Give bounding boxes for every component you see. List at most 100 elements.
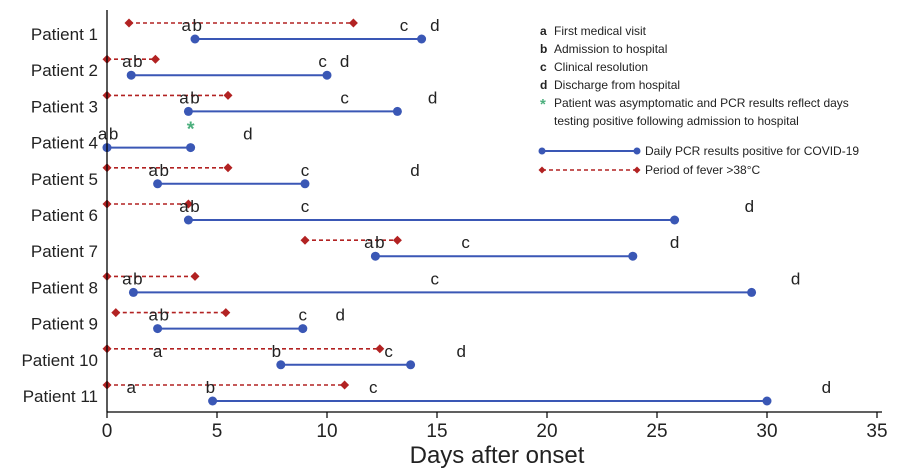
pcr-end-marker (747, 287, 757, 297)
patient-label: Patient 8 (31, 278, 98, 297)
pcr-end-marker (670, 215, 680, 225)
event-label-b: b (190, 88, 199, 107)
pcr-start-marker (126, 70, 136, 80)
event-label-a: a (126, 378, 136, 397)
patient-row: Patient 11 a b c d (23, 378, 831, 406)
pcr-start-marker (183, 106, 193, 116)
event-label-a: a (153, 342, 163, 361)
event-label-d: d (335, 306, 344, 325)
event-label-a: a (179, 197, 189, 216)
event-label-b: b (272, 342, 281, 361)
patient-label: Patient 1 (31, 25, 98, 44)
event-label-c: c (400, 16, 409, 35)
event-label-d: d (791, 269, 800, 288)
patient-label: Patient 5 (31, 170, 98, 189)
event-label-d: d (670, 233, 679, 252)
legend-pcr-end (633, 147, 641, 155)
event-label-b: b (109, 125, 118, 144)
event-label-d: d (428, 88, 437, 107)
event-label-b: b (375, 233, 384, 252)
event-label-d: d (456, 342, 465, 361)
legend-fever-end (633, 166, 641, 174)
pcr-end-marker (322, 70, 332, 80)
x-tick-label: 0 (102, 421, 113, 442)
legend-asterisk-text-2: testing positive following admission to … (554, 114, 799, 128)
fever-end-marker (340, 380, 350, 390)
patient-label: Patient 2 (31, 61, 98, 80)
pcr-end-marker (392, 106, 402, 116)
fever-end-marker (348, 18, 358, 28)
legend-text-c: Clinical resolution (554, 60, 648, 74)
x-tick-label: 20 (536, 421, 557, 442)
event-label-b: b (133, 269, 142, 288)
pcr-start-marker (183, 215, 193, 225)
legend-asterisk: * (540, 96, 546, 113)
pcr-end-marker (406, 360, 416, 370)
event-label-b: b (206, 378, 215, 397)
event-label-d: d (822, 378, 831, 397)
fever-end-marker (375, 344, 385, 354)
event-label-c: c (461, 233, 470, 252)
event-label-b: b (190, 197, 199, 216)
fever-end-marker (392, 235, 402, 245)
x-tick-label: 10 (316, 421, 337, 442)
legend-pcr-text: Daily PCR results positive for COVID-19 (645, 144, 859, 158)
fever-end-marker (223, 163, 233, 173)
pcr-start-marker (370, 251, 380, 261)
event-label-c: c (340, 88, 349, 107)
legend-pcr-start (538, 147, 546, 155)
patient-label: Patient 9 (31, 315, 98, 334)
patient-label: Patient 11 (23, 387, 98, 406)
pcr-end-marker (186, 143, 196, 153)
pcr-start-marker (153, 324, 163, 334)
pcr-end-marker (298, 324, 308, 334)
fever-start-marker (124, 18, 134, 28)
event-label-a: a (148, 306, 158, 325)
legend-key-c: c (540, 60, 547, 74)
patient-label: Patient 3 (31, 97, 98, 116)
fever-end-marker (190, 271, 200, 281)
fever-start-marker (111, 308, 121, 318)
fever-end-marker (150, 54, 160, 64)
event-label-a: a (122, 269, 132, 288)
legend-text-b: Admission to hospital (554, 42, 667, 56)
event-label-a: a (364, 233, 374, 252)
legend-text-a: First medical visit (554, 24, 647, 38)
patient-row: Patient 4 a b d * (31, 119, 253, 153)
event-label-a: a (98, 125, 108, 144)
legend-asterisk-text-1: Patient was asymptomatic and PCR results… (554, 96, 849, 110)
patient-label: Patient 10 (21, 351, 98, 370)
legend-text-d: Discharge from hospital (554, 78, 680, 92)
fever-end-marker (223, 90, 233, 100)
legend-fever-text: Period of fever >38°C (645, 163, 761, 177)
fever-start-marker (300, 235, 310, 245)
event-label-a: a (122, 52, 132, 71)
x-tick-label: 5 (212, 421, 223, 442)
event-label-b: b (133, 52, 142, 71)
fever-end-marker (183, 199, 193, 209)
patient-label: Patient 6 (31, 206, 98, 225)
legend-key-d: d (540, 78, 547, 92)
event-label-c: c (301, 197, 310, 216)
event-label-a: a (148, 161, 158, 180)
legend-key-b: b (540, 42, 547, 56)
x-tick-label: 15 (426, 421, 447, 442)
pcr-start-marker (208, 396, 218, 406)
patient-row: Patient 10 a b c d (21, 342, 465, 370)
asymptomatic-marker: * (187, 119, 195, 141)
legend-fever-start (538, 166, 546, 174)
event-label-d: d (410, 161, 419, 180)
x-tick-label: 30 (756, 421, 777, 442)
event-label-c: c (369, 378, 378, 397)
event-label-c: c (318, 52, 327, 71)
event-label-c: c (299, 306, 308, 325)
